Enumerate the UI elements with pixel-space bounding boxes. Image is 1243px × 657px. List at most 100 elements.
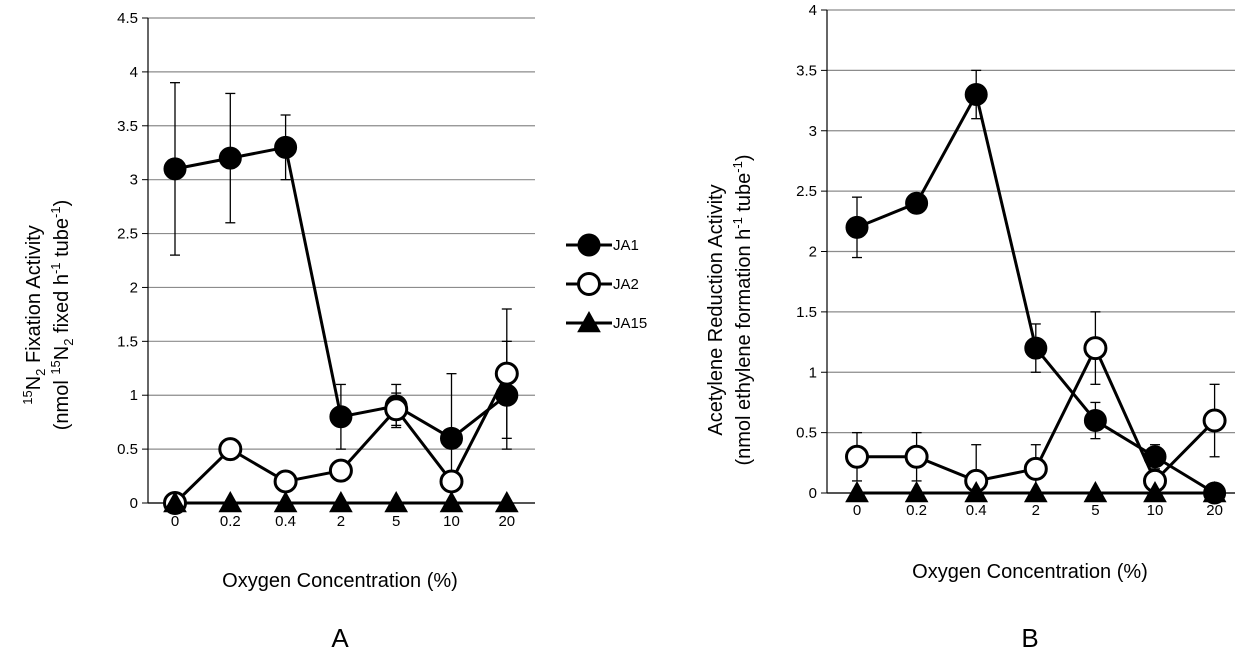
y-tick-label: 0.5 — [117, 441, 138, 458]
data-point-ja15 — [1202, 480, 1227, 503]
data-point-ja2 — [328, 458, 353, 483]
x-ticks-a: 0 0.2 0.4 2 5 10 20 — [171, 513, 515, 530]
x-tick-label: 2 — [1032, 502, 1040, 519]
data-point-ja15 — [439, 490, 464, 513]
x-tick-label: 0.2 — [220, 513, 241, 530]
x-tick-label: 20 — [498, 513, 515, 530]
y-label-a2-sup2: -1 — [48, 262, 63, 274]
x-axis-label-b: Oxygen Concentration (%) — [912, 561, 1148, 583]
y-label-b2-mid1: tube — [733, 173, 755, 217]
y-tick-label: 3 — [130, 172, 138, 189]
data-point-ja1 — [905, 191, 929, 215]
y-tick-label: 2 — [130, 279, 138, 296]
legend-item-ja2: JA2 — [566, 272, 639, 296]
data-point-ja2 — [439, 469, 464, 494]
panel-label-a: A — [331, 623, 349, 653]
y-tick-label: 0 — [130, 495, 138, 512]
data-point-ja1 — [163, 157, 187, 181]
legend-label: JA2 — [613, 276, 639, 293]
y-label-a1-sup: 15 — [20, 390, 35, 404]
x-tick-label: 0.4 — [275, 513, 296, 530]
y-label-b2-pre: (nmol ethylene formation h — [733, 229, 755, 466]
y-tick-label: 4 — [130, 64, 138, 81]
y-tick-label: 0 — [809, 485, 817, 502]
data-point-ja1 — [845, 215, 869, 239]
data-point-ja2 — [273, 469, 298, 494]
y-tick-label: 3.5 — [117, 118, 138, 135]
y-label-a1-mid: N — [23, 376, 45, 390]
data-point-ja2 — [1202, 408, 1227, 433]
series-lines-b — [856, 90, 1216, 495]
error-bars-b — [852, 69, 1220, 494]
y-tick-label: 3 — [809, 123, 817, 140]
y-ticks-a: 0 0.5 1 1.5 2 2.5 3 3.5 4 4.5 — [117, 10, 138, 512]
y-tick-label: 2.5 — [796, 183, 817, 200]
y-tick-label: 2.5 — [117, 226, 138, 243]
y-axis-label-b-line1: Acetylene Reduction Activity — [705, 184, 727, 435]
data-point-ja15 — [964, 480, 989, 503]
series-markers-a — [163, 135, 519, 515]
y-label-a2-mid1: N — [51, 346, 73, 360]
data-point-ja2 — [218, 437, 243, 462]
x-ticks-b: 0 0.2 0.4 2 5 10 20 — [853, 502, 1223, 519]
y-label-b2-sup2: -1 — [730, 161, 745, 173]
x-tick-label: 5 — [1091, 502, 1099, 519]
y-tick-label: 1.5 — [117, 333, 138, 350]
x-tick-label: 0 — [853, 502, 861, 519]
data-point-ja15 — [1083, 480, 1108, 503]
data-point-ja1 — [218, 146, 242, 170]
data-point-ja2 — [1083, 336, 1108, 361]
data-point-ja1 — [274, 135, 298, 159]
x-tick-label: 2 — [337, 513, 345, 530]
series-markers-b — [845, 83, 1227, 505]
legend-marker — [577, 310, 601, 333]
y-label-a1-post: Fixation Activity — [23, 225, 45, 368]
chart-panel-b: 0 0.5 1 1.5 2 2.5 3 3.5 4 0 0.2 0.4 2 5 10 20 Oxygen C… — [705, 2, 1235, 653]
legend: JA1 JA2 JA15 — [566, 233, 647, 333]
y-tick-label: 3.5 — [796, 62, 817, 79]
data-point-ja2 — [904, 444, 929, 469]
gridlines-b — [821, 9, 1235, 494]
data-point-ja15 — [218, 490, 243, 513]
x-tick-label: 5 — [392, 513, 400, 530]
y-axis-label-a-line2: (nmol 15N2 fixed h-1 tube-1) — [48, 200, 76, 431]
y-label-a2-mid2: fixed h — [51, 274, 73, 338]
data-point-ja15 — [845, 480, 869, 503]
data-point-ja15 — [904, 480, 929, 503]
y-tick-label: 4.5 — [117, 10, 138, 27]
y-label-b2-post: ) — [733, 154, 755, 161]
data-point-ja1 — [1143, 445, 1167, 469]
x-tick-label: 0 — [171, 513, 179, 530]
data-point-ja15 — [1143, 480, 1167, 503]
y-tick-label: 1 — [809, 364, 817, 381]
data-point-ja1 — [964, 83, 988, 107]
y-tick-label: 0.5 — [796, 425, 817, 442]
chart-panel-a: 0 0.5 1 1.5 2 2.5 3 3.5 4 4.5 0 0.2 0.4 2 5 10 20 Oxyge… — [20, 10, 535, 653]
data-point-ja2 — [384, 397, 409, 422]
y-tick-label: 2 — [809, 244, 817, 261]
legend-marker — [577, 272, 601, 296]
data-point-ja2 — [845, 444, 869, 469]
x-tick-label: 0.4 — [966, 502, 987, 519]
data-point-ja15 — [494, 490, 519, 513]
data-point-ja15 — [384, 490, 409, 513]
data-point-ja1 — [1083, 409, 1107, 433]
y-label-a2-pre: (nmol — [51, 375, 73, 431]
data-point-ja1 — [329, 405, 353, 429]
y-label-a2-sub1: 2 — [61, 339, 76, 346]
series-line-ja1 — [856, 90, 1216, 495]
x-tick-label: 20 — [1206, 502, 1223, 519]
y-label-a2-mid3: tube — [51, 218, 73, 262]
x-tick-label: 10 — [1147, 502, 1164, 519]
data-point-ja15 — [1023, 480, 1048, 503]
x-tick-label: 10 — [443, 513, 460, 530]
data-point-ja15 — [329, 490, 353, 513]
y-tick-label: 4 — [809, 2, 817, 19]
y-ticks-b: 0 0.5 1 1.5 2 2.5 3 3.5 4 — [796, 2, 817, 502]
y-tick-label: 1.5 — [796, 304, 817, 321]
y-tick-label: 1 — [130, 387, 138, 404]
legend-label: JA15 — [613, 315, 647, 332]
panel-label-b: B — [1021, 623, 1038, 653]
data-point-ja2 — [1023, 456, 1048, 481]
